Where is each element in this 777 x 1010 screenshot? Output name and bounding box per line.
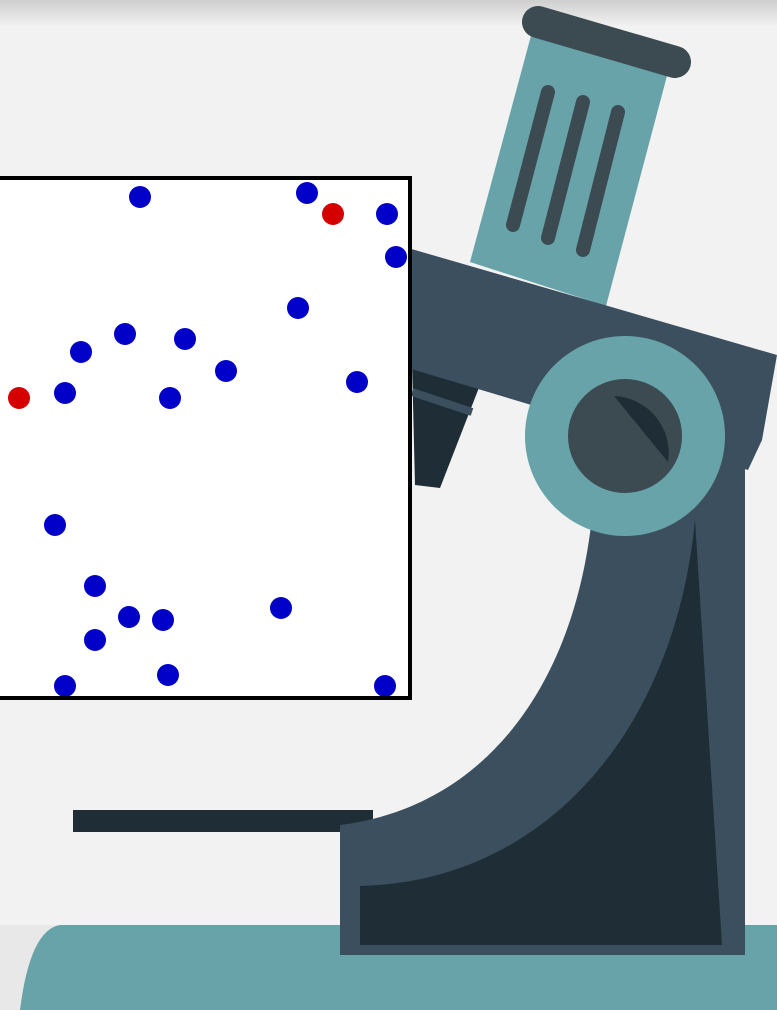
eyepiece-slit	[541, 95, 590, 245]
particle	[157, 664, 179, 686]
focus-knob-mark	[614, 396, 669, 462]
particle	[129, 186, 151, 208]
particle	[84, 575, 106, 597]
particle	[385, 246, 407, 268]
particle	[374, 675, 396, 696]
slide-view	[0, 176, 412, 700]
microscope-stage	[73, 810, 373, 832]
particle-highlight	[322, 203, 344, 225]
particle	[296, 182, 318, 204]
particle-highlight	[8, 387, 30, 409]
particle	[270, 597, 292, 619]
particle	[114, 323, 136, 345]
focus-knob-center	[568, 379, 682, 493]
particle	[152, 609, 174, 631]
particle	[376, 203, 398, 225]
particle	[70, 341, 92, 363]
particle	[54, 382, 76, 404]
top-band	[0, 0, 777, 26]
particle	[159, 387, 181, 409]
eyepiece-slit	[506, 85, 555, 232]
particle	[174, 328, 196, 350]
particle	[118, 606, 140, 628]
objective-band	[410, 388, 474, 416]
microscope-arm-shadow	[360, 520, 722, 945]
eyepiece-slit	[576, 105, 625, 257]
particle	[84, 629, 106, 651]
particle	[346, 371, 368, 393]
eyepiece-slits	[506, 85, 625, 257]
particles	[8, 182, 407, 696]
particle	[287, 297, 309, 319]
particle	[44, 514, 66, 536]
particle	[54, 675, 76, 696]
particle	[215, 360, 237, 382]
eyepiece-cap	[522, 6, 691, 78]
